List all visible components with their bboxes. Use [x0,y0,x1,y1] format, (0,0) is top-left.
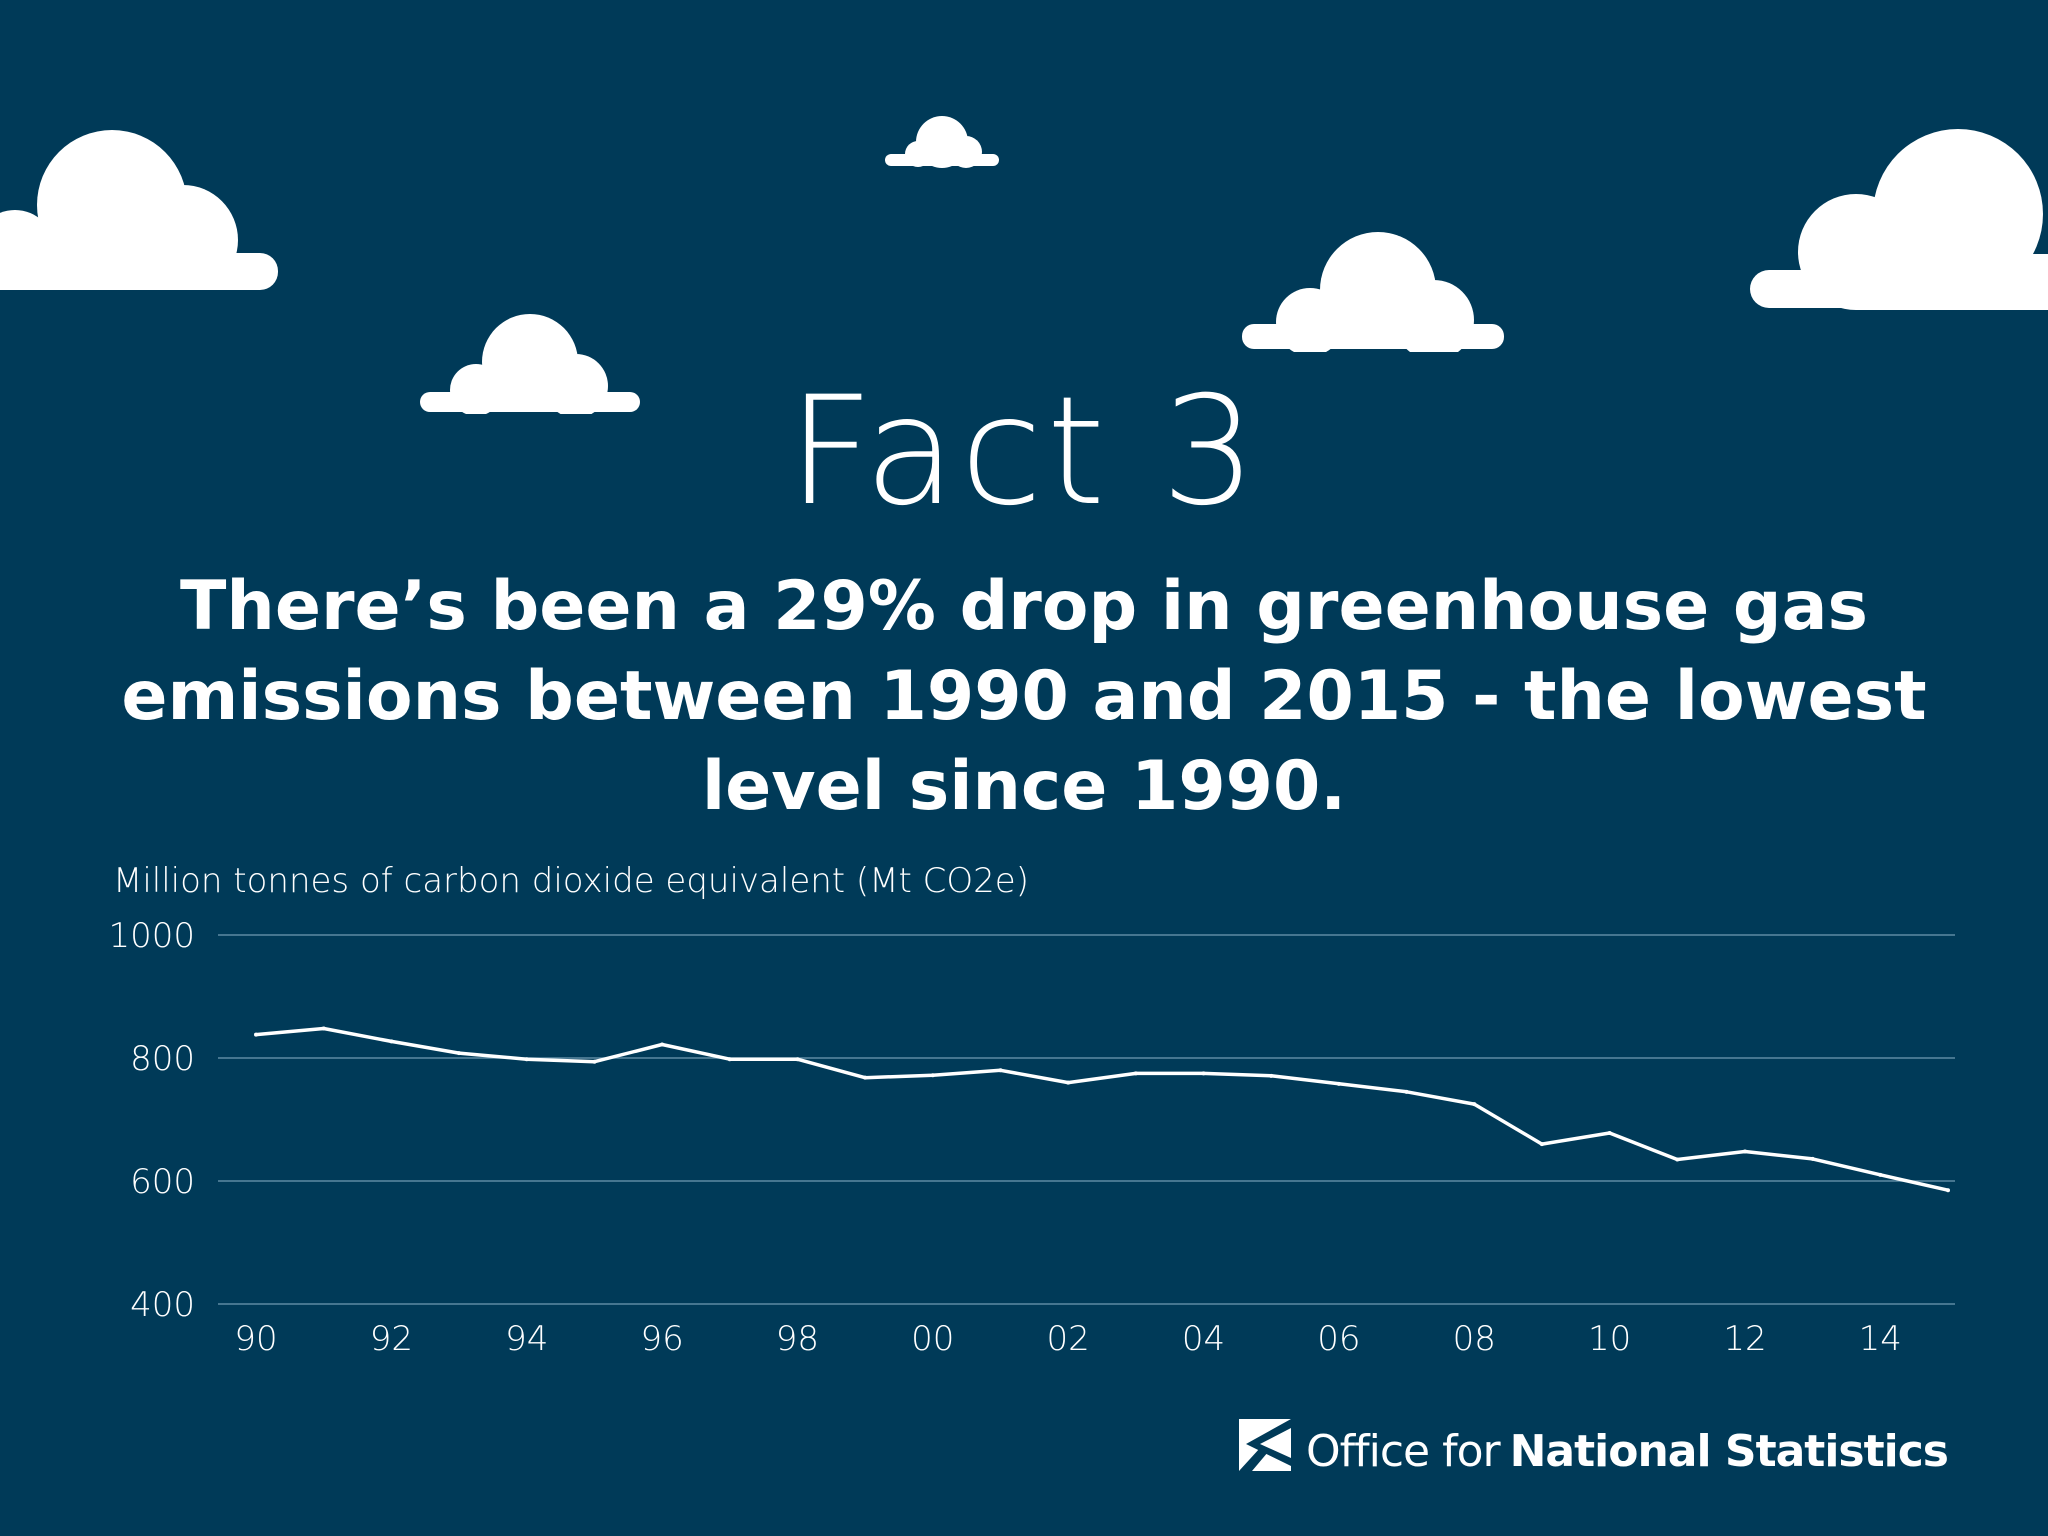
data-point-1997 [727,1057,732,1062]
x-tick-label: 06 [1317,1319,1360,1359]
data-point-2005 [1269,1073,1274,1078]
x-tick-label: 12 [1723,1319,1766,1359]
x-tick-label: 98 [776,1319,819,1359]
data-point-1990 [254,1032,258,1037]
data-point-2009 [1539,1142,1544,1147]
x-tick-labels: 90 92 94 96 98 00 02 04 06 08 10 12 14 [234,1319,1902,1359]
cloud-icon [1748,124,2048,310]
y-tick-label: 800 [130,1039,195,1079]
data-point-2001 [998,1068,1003,1073]
series-group [254,1026,1950,1193]
x-tick-label: 04 [1182,1319,1225,1359]
data-point-2000 [930,1073,935,1078]
ons-logo-icon [1238,1418,1292,1486]
data-point-2008 [1472,1102,1477,1107]
data-point-2014 [1878,1172,1883,1177]
logo-text-light: Office for [1306,1426,1501,1477]
x-tick-label: 90 [234,1319,277,1359]
y-tick-label: 1000 [108,916,195,956]
x-tick-label: 10 [1588,1319,1631,1359]
cloud-icon [1240,228,1506,352]
gridlines [218,934,1955,1305]
x-tick-label: 92 [370,1319,413,1359]
series-line [255,1026,1949,1192]
logo-text-bold: National Statistics [1509,1426,1949,1477]
headline: There’s been a 29% drop in greenhouse ga… [121,567,1927,826]
x-tick-label: 00 [911,1319,954,1359]
x-tick-label: 08 [1453,1319,1496,1359]
data-point-2006 [1336,1081,1341,1086]
ons-logo: Office for National Statistics [1238,1418,1949,1486]
data-point-2003 [1133,1071,1138,1076]
data-point-2010 [1607,1131,1612,1136]
data-point-2002 [1066,1080,1071,1085]
x-tick-label: 02 [1047,1319,1090,1359]
y-tick-label: 400 [130,1285,195,1325]
data-point-2015 [1946,1188,1950,1193]
x-tick-label: 94 [505,1319,548,1359]
x-tick-label: 14 [1859,1319,1902,1359]
data-point-2011 [1675,1157,1680,1162]
cloud-icon [418,310,644,414]
cloud-icon [0,120,290,290]
data-point-2004 [1201,1071,1206,1076]
fact-title: Fact 3 [787,365,1261,539]
y-tick-labels: 1000 800 600 400 [108,916,195,1325]
x-tick-label: 96 [640,1319,683,1359]
data-point-2012 [1742,1149,1747,1154]
data-point-2013 [1810,1156,1815,1161]
y-tick-label: 600 [130,1162,195,1202]
data-point-1996 [660,1042,665,1047]
data-point-1995 [592,1059,597,1064]
data-point-1994 [524,1057,529,1062]
data-point-1992 [389,1039,394,1044]
data-point-2007 [1404,1089,1409,1094]
data-point-1999 [863,1075,868,1080]
chart-y-axis-label: Million tonnes of carbon dioxide equival… [113,861,1029,901]
data-point-1991 [321,1026,326,1031]
data-point-1998 [795,1057,800,1062]
cloud-icon [882,110,1002,170]
data-point-1993 [457,1051,462,1056]
